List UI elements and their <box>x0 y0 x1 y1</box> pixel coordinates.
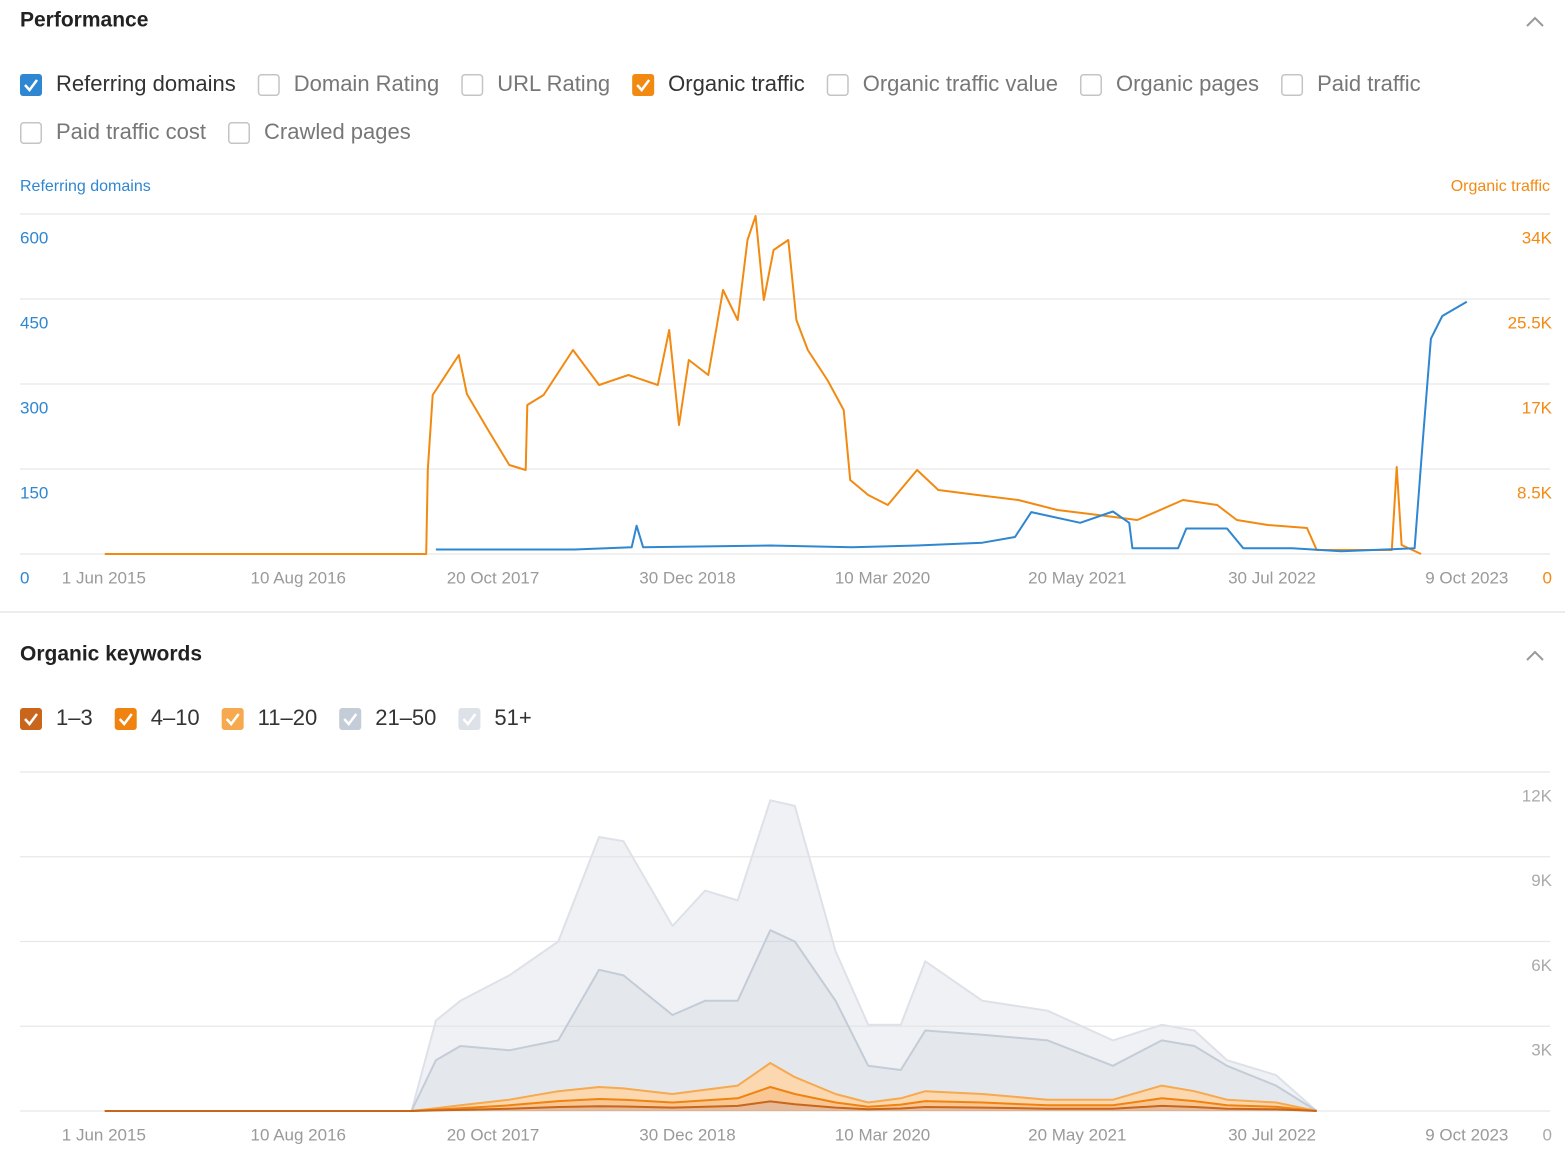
checkbox-option[interactable]: Organic pages <box>1079 71 1259 96</box>
y2-tick-label: 0 <box>1543 568 1552 587</box>
x-tick-label: 1 Jun 2015 <box>62 568 146 587</box>
x-tick-label: 30 Jul 2022 <box>1228 568 1316 587</box>
checkbox-box <box>1079 74 1102 96</box>
checkbox-label: 4–10 <box>151 705 200 730</box>
checkbox-check <box>636 79 651 92</box>
series-line <box>104 215 1422 555</box>
checkbox-label: Paid traffic <box>1317 71 1421 96</box>
x-tick-label: 30 Jul 2022 <box>1228 1125 1316 1144</box>
x-tick-label: 10 Aug 2016 <box>251 568 346 587</box>
checkbox-option[interactable]: 11–20 <box>221 705 318 730</box>
checkbox-box <box>826 74 849 96</box>
x-tick-label: 20 Oct 2017 <box>447 1125 540 1144</box>
checkbox-label: Domain Rating <box>294 71 440 96</box>
checkbox-box <box>221 708 244 730</box>
checkbox-box <box>20 74 42 96</box>
y2-tick-label: 8.5K <box>1517 483 1553 502</box>
checkbox-check <box>118 713 133 726</box>
checkbox-box <box>20 708 42 730</box>
checkbox-label: URL Rating <box>497 71 610 96</box>
x-tick-label: 10 Mar 2020 <box>835 568 930 587</box>
y-tick-label: 0 <box>20 568 29 587</box>
area-band <box>104 930 1317 1111</box>
area-line <box>104 929 1318 1112</box>
x-tick-label: 9 Oct 2023 <box>1425 568 1508 587</box>
checkbox-option[interactable]: 1–3 <box>20 705 93 730</box>
checkbox-check <box>24 713 38 726</box>
y-tick-label: 0 <box>1543 1125 1552 1144</box>
series-line <box>435 300 1468 553</box>
checkbox-option[interactable]: URL Rating <box>461 71 610 96</box>
area-line <box>104 1086 1317 1112</box>
y2-tick-label: 34K <box>1522 228 1553 247</box>
y2-tick-label: 17K <box>1522 398 1553 417</box>
area-band <box>104 1087 1317 1111</box>
checkbox-option[interactable]: Organic traffic value <box>826 71 1058 96</box>
checkbox-label: Referring domains <box>56 71 236 96</box>
checkbox-box <box>632 74 655 96</box>
axis-title: Referring domains <box>20 178 151 195</box>
checkbox-label: Crawled pages <box>264 119 411 144</box>
checkbox-label: Organic traffic value <box>863 71 1058 96</box>
checkbox-box <box>458 708 481 730</box>
area-band <box>104 1063 1317 1111</box>
x-tick-label: 20 May 2021 <box>1028 1125 1126 1144</box>
y-tick-label: 150 <box>20 483 48 502</box>
checkbox-check <box>343 713 358 726</box>
y-tick-label: 3K <box>1531 1041 1552 1060</box>
checkbox-option[interactable]: Crawled pages <box>228 119 411 144</box>
checkbox-label: 51+ <box>494 705 531 730</box>
area-line <box>104 1100 1317 1112</box>
checkbox-box <box>461 74 484 96</box>
area-band <box>104 800 1317 1111</box>
x-tick-label: 1 Jun 2015 <box>62 1125 146 1144</box>
y-tick-label: 600 <box>20 228 48 247</box>
checkbox-option[interactable]: Domain Rating <box>257 71 440 96</box>
checkbox-label: Organic traffic <box>668 71 805 96</box>
checkbox-box <box>257 74 280 96</box>
checkbox-check <box>225 713 240 726</box>
checkbox-option[interactable]: 51+ <box>458 705 532 730</box>
checkbox-label: 1–3 <box>56 705 93 730</box>
checkbox-box <box>1281 74 1304 96</box>
checkbox-option[interactable]: Referring domains <box>20 71 236 96</box>
area-line <box>104 799 1318 1112</box>
checkbox-label: Paid traffic cost <box>56 119 206 144</box>
x-tick-label: 30 Dec 2018 <box>639 1125 735 1144</box>
y-tick-label: 9K <box>1531 871 1552 890</box>
y2-tick-label: 25.5K <box>1508 313 1553 332</box>
x-tick-label: 20 Oct 2017 <box>447 568 540 587</box>
checkbox-box <box>228 122 250 144</box>
x-tick-label: 30 Dec 2018 <box>639 568 735 587</box>
x-tick-label: 9 Oct 2023 <box>1425 1125 1508 1144</box>
x-tick-label: 10 Mar 2020 <box>835 1125 930 1144</box>
collapse-toggle[interactable] <box>1526 16 1544 27</box>
y-tick-label: 450 <box>20 313 48 332</box>
checkbox-label: 11–20 <box>258 705 318 730</box>
x-tick-label: 20 May 2021 <box>1028 568 1126 587</box>
y-tick-label: 12K <box>1522 786 1553 805</box>
checkbox-option[interactable]: Organic traffic <box>632 71 805 96</box>
checkbox-option[interactable]: Paid traffic <box>1281 71 1421 96</box>
axis-title: Organic traffic <box>1451 178 1550 195</box>
checkbox-option[interactable]: Paid traffic cost <box>20 119 206 144</box>
checkbox-check <box>24 79 38 92</box>
area-line <box>104 1062 1317 1112</box>
checkbox-label: 21–50 <box>375 705 436 730</box>
y-tick-label: 6K <box>1531 956 1552 975</box>
y-tick-label: 300 <box>20 398 48 417</box>
checkbox-option[interactable]: 4–10 <box>114 705 200 730</box>
checkbox-option[interactable]: 21–50 <box>339 705 436 730</box>
x-tick-label: 10 Aug 2016 <box>251 1125 346 1144</box>
section-title: Organic keywords <box>20 643 202 666</box>
checkbox-check <box>462 713 477 726</box>
checkbox-label: Organic pages <box>1116 71 1259 96</box>
section-title: Performance <box>20 9 148 32</box>
checkbox-box <box>114 708 137 730</box>
checkbox-box <box>20 122 42 144</box>
checkbox-box <box>339 708 362 730</box>
collapse-toggle[interactable] <box>1526 650 1544 661</box>
